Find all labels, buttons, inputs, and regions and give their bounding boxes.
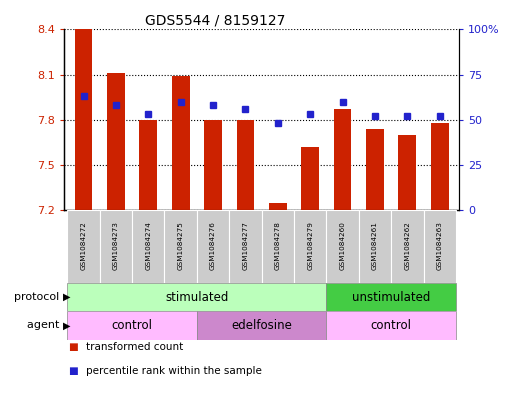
Text: protocol: protocol xyxy=(14,292,63,302)
Bar xyxy=(197,210,229,283)
Bar xyxy=(236,120,254,210)
Bar xyxy=(132,210,165,283)
Bar xyxy=(326,210,359,283)
Text: edelfosine: edelfosine xyxy=(231,319,292,332)
Text: unstimulated: unstimulated xyxy=(352,290,430,304)
Text: GSM1084272: GSM1084272 xyxy=(81,221,87,270)
Bar xyxy=(326,283,456,311)
Bar xyxy=(75,29,92,210)
Text: GSM1084278: GSM1084278 xyxy=(275,221,281,270)
Text: GSM1084262: GSM1084262 xyxy=(404,221,410,270)
Bar xyxy=(172,76,190,210)
Bar xyxy=(107,73,125,210)
Bar xyxy=(333,109,351,210)
Text: ▶: ▶ xyxy=(63,320,71,331)
Text: GSM1084273: GSM1084273 xyxy=(113,221,119,270)
Text: GSM1084261: GSM1084261 xyxy=(372,221,378,270)
Bar xyxy=(67,311,197,340)
Text: GSM1084260: GSM1084260 xyxy=(340,221,346,270)
Bar xyxy=(431,123,448,210)
Bar xyxy=(391,210,424,283)
Bar xyxy=(165,210,197,283)
Text: GSM1084279: GSM1084279 xyxy=(307,221,313,270)
Bar xyxy=(424,210,456,283)
Bar xyxy=(301,147,319,210)
Text: ■: ■ xyxy=(68,342,78,351)
Text: agent: agent xyxy=(27,320,63,331)
Bar xyxy=(326,311,456,340)
Text: GSM1084263: GSM1084263 xyxy=(437,221,443,270)
Bar xyxy=(204,120,222,210)
Text: transformed count: transformed count xyxy=(86,342,183,351)
Bar xyxy=(229,210,262,283)
Text: GSM1084276: GSM1084276 xyxy=(210,221,216,270)
Text: control: control xyxy=(112,319,153,332)
Bar xyxy=(359,210,391,283)
Text: GSM1084277: GSM1084277 xyxy=(243,221,248,270)
Text: GSM1084275: GSM1084275 xyxy=(177,221,184,270)
Text: stimulated: stimulated xyxy=(165,290,229,304)
Text: ■: ■ xyxy=(68,366,78,376)
Bar xyxy=(140,120,157,210)
Bar xyxy=(67,283,326,311)
Bar xyxy=(294,210,326,283)
Bar xyxy=(197,311,326,340)
Text: percentile rank within the sample: percentile rank within the sample xyxy=(86,366,262,376)
Text: ▶: ▶ xyxy=(63,292,71,302)
Text: GSM1084274: GSM1084274 xyxy=(145,221,151,270)
Text: GDS5544 / 8159127: GDS5544 / 8159127 xyxy=(145,14,286,28)
Text: control: control xyxy=(370,319,411,332)
Bar xyxy=(366,129,384,210)
Bar xyxy=(262,210,294,283)
Bar xyxy=(100,210,132,283)
Bar xyxy=(67,210,100,283)
Bar xyxy=(399,135,416,210)
Bar xyxy=(269,203,287,210)
